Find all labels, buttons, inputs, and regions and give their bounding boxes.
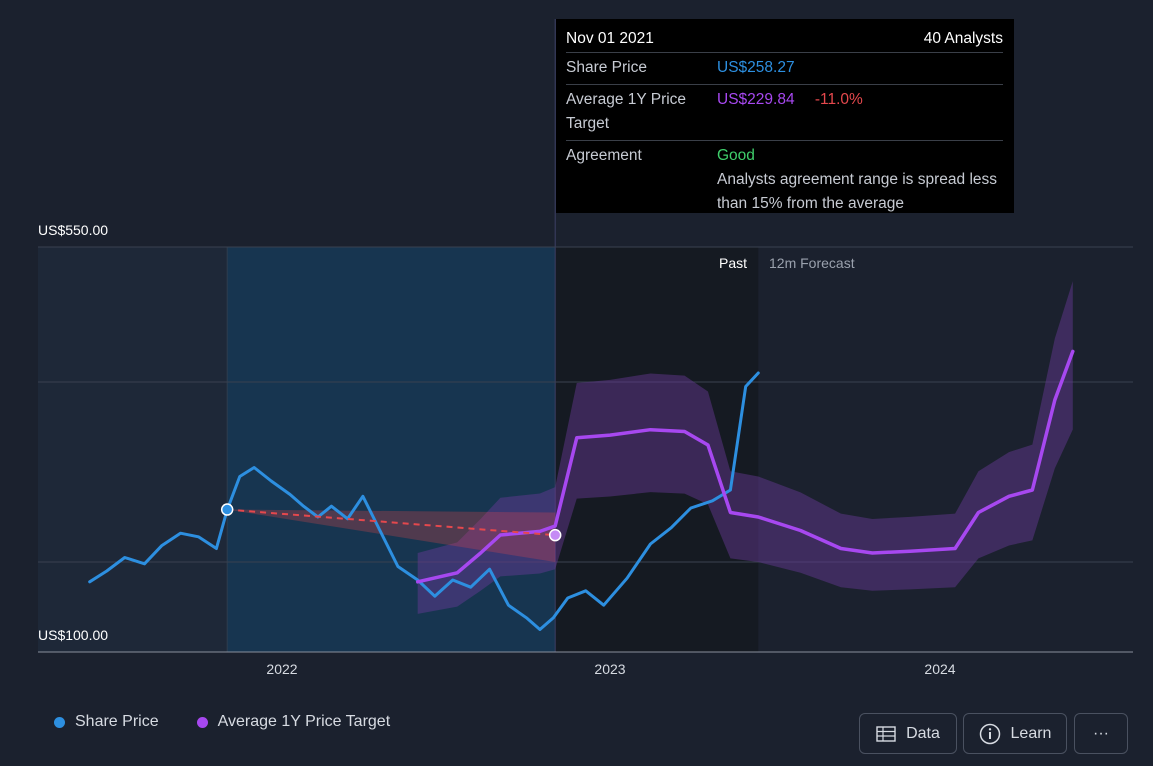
share-price-marker (220, 503, 234, 516)
legend-item-share-price[interactable]: Share Price (54, 713, 159, 731)
price-target-marker (548, 528, 562, 542)
region-past-label: Past (719, 255, 747, 271)
data-button-label: Data (906, 724, 940, 742)
tooltip-analysts: 40 Analysts (923, 30, 1003, 47)
learn-button-label: Learn (1010, 724, 1052, 742)
tooltip-target-change: -11.0% (814, 91, 863, 108)
y-axis-top-label: US$550.00 (38, 222, 108, 238)
tooltip-share-price-label: Share Price (566, 59, 647, 76)
tooltip-share-price-value: US$258.27 (717, 59, 795, 76)
data-button[interactable]: Data (859, 713, 957, 754)
region-past (555, 247, 759, 652)
price-target-range-band (417, 281, 1073, 614)
more-options-icon: ··· (1093, 724, 1109, 742)
share-price-dot-icon (54, 716, 65, 728)
legend-item-price-target[interactable]: Average 1Y Price Target (196, 713, 391, 731)
share-price-line (88, 371, 760, 631)
learn-button[interactable]: Learn (963, 713, 1067, 754)
info-icon (979, 723, 1000, 744)
tooltip-target-value: US$229.84 (717, 91, 795, 108)
x-tick-2022: 2022 (266, 661, 297, 677)
legend: Share Price Average 1Y Price Target (54, 713, 428, 731)
legend-label-share-price: Share Price (75, 713, 159, 730)
tooltip-row-share-price: Share Price US$258.27 (566, 53, 1003, 85)
tooltip-target-label: Average 1Y Price Target (566, 91, 687, 132)
y-axis-bottom-label: US$100.00 (38, 627, 108, 643)
region-before-selection (38, 247, 228, 652)
tooltip-agreement-value: Good (717, 147, 755, 164)
tooltip-row-agreement: Agreement Good Analysts agreement range … (566, 141, 1003, 220)
x-tick-2024: 2024 (924, 661, 955, 677)
table-icon (876, 725, 896, 742)
tooltip-agreement-note: Analysts agreement range is spread less … (717, 171, 998, 212)
price-target-dot-icon (196, 716, 208, 728)
tooltip-header: Nov 01 2021 40 Analysts (566, 30, 1003, 53)
hover-tooltip: Nov 01 2021 40 Analysts Share Price US$2… (556, 19, 1014, 213)
chart-area: US$550.00 US$100.00 Past 12m Forecast 20… (38, 19, 1133, 677)
tooltip-date: Nov 01 2021 (566, 30, 654, 47)
x-tick-2023: 2023 (594, 661, 625, 677)
tooltip-row-target: Average 1Y Price Target US$229.84 -11.0% (566, 85, 1003, 141)
legend-label-price-target: Average 1Y Price Target (217, 713, 391, 730)
region-forecast-label: 12m Forecast (769, 255, 855, 271)
target-change-wedge (227, 509, 556, 562)
more-options-button[interactable]: ··· (1074, 713, 1128, 754)
tooltip-agreement-label: Agreement (566, 147, 642, 164)
region-selected-range (227, 247, 556, 652)
